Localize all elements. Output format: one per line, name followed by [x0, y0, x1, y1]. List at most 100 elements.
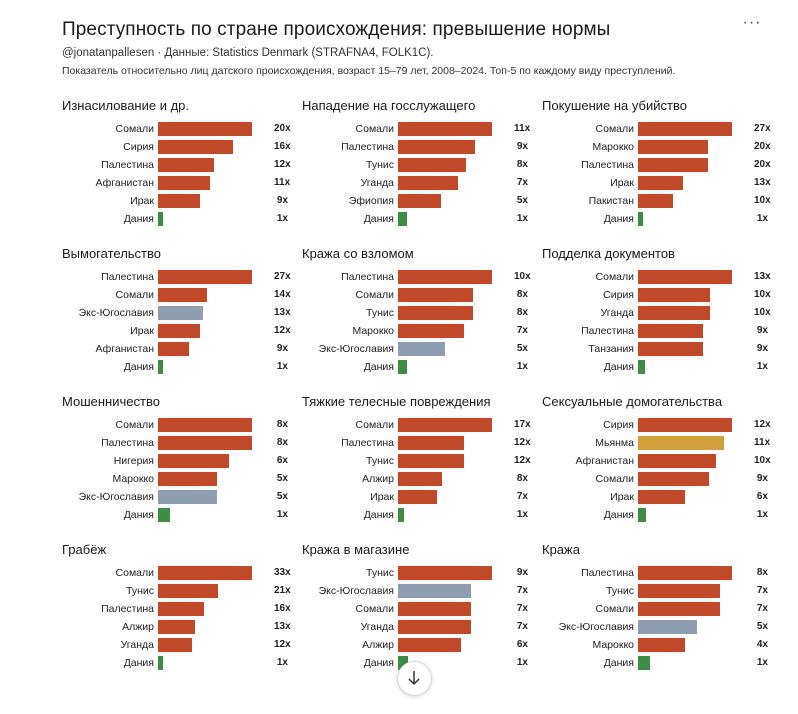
category-label: Дания: [363, 657, 394, 669]
next-section-peek: [62, 707, 742, 714]
bar-row: Тунис 8x: [302, 157, 542, 175]
bar-row: Марокко 7x: [302, 323, 542, 341]
chart-panel: Вымогательство Палестина 27x Сомали 14x Экс-Ю…: [62, 246, 302, 376]
bar: [638, 176, 683, 190]
scroll-down-button[interactable]: [397, 661, 432, 696]
bar: [638, 656, 650, 670]
bar: [158, 342, 189, 356]
bar-row: Ирак 7x: [302, 489, 542, 507]
value-label: 5x: [516, 343, 528, 354]
chart-panel: Покушение на убийство Сомали 27x Марокко 20x…: [542, 98, 782, 228]
value-label: 1x: [276, 657, 288, 668]
category-label: Сомали: [355, 289, 394, 301]
chart-panel: Нападение на госслужащего Сомали 11x Палест…: [302, 98, 542, 228]
bar: [158, 324, 200, 338]
bar-row: Экс-Югославия 5x: [62, 489, 302, 507]
value-label: 6x: [756, 491, 768, 502]
bar-row: Палестина 16x: [62, 601, 302, 619]
category-label: Марокко: [592, 639, 634, 651]
category-label: Тунис: [126, 585, 154, 597]
bar: [638, 288, 710, 302]
category-label: Дания: [363, 361, 394, 373]
bar-row: Палестина 8x: [62, 435, 302, 453]
category-label: Тунис: [606, 585, 634, 597]
category-label: Дания: [603, 361, 634, 373]
category-label: Нигерия: [113, 455, 154, 467]
category-label: Палестина: [101, 603, 154, 615]
more-options-icon[interactable]: ···: [742, 14, 762, 31]
bar: [398, 620, 471, 634]
category-label: Дания: [123, 361, 154, 373]
value-label: 1x: [276, 361, 288, 372]
bar-row: Дания 1x: [302, 211, 542, 229]
chart-panel: Кража со взломом Палестина 10x Сомали 8x Туни…: [302, 246, 542, 376]
chart-subtitle: @jonatanpallesen · Данные: Statistics De…: [62, 47, 434, 59]
bar: [398, 602, 471, 616]
value-label: 9x: [516, 141, 528, 152]
bar-row: Сирия 12x: [542, 417, 782, 435]
category-label: Сомали: [595, 473, 634, 485]
category-label: Уганда: [360, 621, 394, 633]
bar-row: Сомали 7x: [542, 601, 782, 619]
bar: [638, 566, 732, 580]
value-label: 13x: [274, 307, 291, 318]
value-label: 9x: [516, 567, 528, 578]
bar-row: Танзания 9x: [542, 341, 782, 359]
bar-row: Дания 1x: [542, 655, 782, 673]
category-label: Дания: [123, 213, 154, 225]
chart-title: Преступность по стране происхождения: пр…: [62, 19, 611, 40]
bar: [158, 270, 252, 284]
bar: [638, 158, 708, 172]
category-label: Ирак: [130, 195, 154, 207]
bar-row: Дания 1x: [542, 359, 782, 377]
bar: [158, 656, 163, 670]
bar: [398, 194, 441, 208]
panel-title: Вымогательство: [62, 246, 161, 261]
bar: [638, 418, 732, 432]
value-label: 1x: [516, 509, 528, 520]
chart-panel: Подделка документов Сомали 13x Сирия 10x Уган…: [542, 246, 782, 376]
category-label: Экс-Югославия: [78, 307, 154, 319]
category-label: Мьянма: [595, 437, 634, 449]
bar-row: Дания 1x: [302, 359, 542, 377]
panel-title: Грабёж: [62, 542, 107, 557]
value-label: 8x: [276, 437, 288, 448]
category-label: Марокко: [592, 141, 634, 153]
bar-row: Дания 1x: [62, 359, 302, 377]
bar: [398, 270, 492, 284]
category-label: Пакистан: [588, 195, 634, 207]
category-label: Сирия: [603, 289, 634, 301]
value-label: 12x: [754, 419, 771, 430]
category-label: Палестина: [101, 159, 154, 171]
category-label: Ирак: [130, 325, 154, 337]
value-label: 6x: [516, 639, 528, 650]
value-label: 20x: [274, 123, 291, 134]
chart-panel: Сексуальные домогательства Сирия 12x Мьянма…: [542, 394, 782, 524]
value-label: 7x: [516, 585, 528, 596]
bar: [398, 306, 473, 320]
chart-panel: Грабёж Сомали 33x Тунис 21x Палестина 16x Алжир…: [62, 542, 302, 672]
value-label: 13x: [754, 271, 771, 282]
bar-row: Дания 1x: [62, 211, 302, 229]
value-label: 10x: [754, 289, 771, 300]
value-label: 1x: [276, 213, 288, 224]
value-label: 6x: [276, 455, 288, 466]
value-label: 10x: [754, 195, 771, 206]
value-label: 7x: [756, 603, 768, 614]
chart-panel: Кража Палестина 8x Тунис 7x Сомали 7x Экс-Югосл…: [542, 542, 782, 672]
value-label: 8x: [276, 419, 288, 430]
bar: [638, 194, 673, 208]
arrow-down-icon: [408, 671, 420, 686]
bar: [398, 140, 475, 154]
value-label: 5x: [276, 491, 288, 502]
value-label: 7x: [516, 325, 528, 336]
bar: [638, 472, 709, 486]
category-label: Сомали: [595, 271, 634, 283]
bar-row: Дания 1x: [542, 507, 782, 525]
value-label: 4x: [756, 639, 768, 650]
value-label: 9x: [276, 195, 288, 206]
bar: [398, 342, 445, 356]
bar: [398, 566, 492, 580]
bar: [158, 490, 217, 504]
chart-panel: Тяжкие телесные повреждения Сомали 17x Пале…: [302, 394, 542, 524]
